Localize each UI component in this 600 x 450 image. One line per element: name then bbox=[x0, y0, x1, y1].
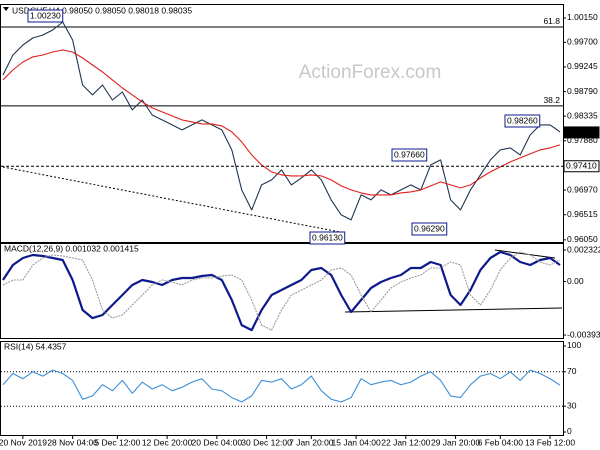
x-tick-label: 5 Dec 12:00 bbox=[94, 437, 140, 447]
fib-level-label: 61.8 bbox=[543, 16, 560, 26]
rsi-panel bbox=[0, 341, 564, 436]
annotation: 0.96290 bbox=[414, 223, 445, 233]
y-tick-label: 0.99245 bbox=[567, 61, 598, 71]
price-marker-label: 0.97410 bbox=[566, 160, 597, 170]
panel-title: USDCHF,H4 0.98050 0.98050 0.98018 0.9803… bbox=[12, 5, 192, 15]
x-tick-label: 22 Jan 12:00 bbox=[381, 437, 430, 447]
x-tick-label: 29 Jan 20:00 bbox=[431, 437, 480, 447]
series-line bbox=[2, 250, 561, 332]
annotation: 0.96130 bbox=[312, 232, 343, 242]
y-tick-label: 0.98790 bbox=[567, 86, 598, 96]
annotation: 1.00230 bbox=[30, 10, 61, 20]
y-tick-label: 1.00150 bbox=[567, 12, 598, 22]
y-tick-label: 0.00 bbox=[567, 276, 584, 286]
y-tick-label: 0 bbox=[567, 426, 572, 436]
annotation: 0.97660 bbox=[394, 149, 425, 159]
annotation: 0.98260 bbox=[507, 115, 538, 125]
y-tick-label: 0.96050 bbox=[567, 234, 598, 244]
annotation-box bbox=[391, 148, 428, 162]
annotation-box bbox=[504, 114, 541, 128]
price-panel bbox=[0, 4, 564, 243]
y-tick-label: 100 bbox=[567, 340, 581, 350]
y-tick-label: 0.002322 bbox=[567, 244, 600, 254]
y-tick-label: 30 bbox=[567, 400, 577, 410]
annotation-box bbox=[27, 9, 64, 23]
x-tick-label: 20 Dec 04:00 bbox=[192, 437, 243, 447]
fib-level-label: 38.2 bbox=[543, 95, 560, 105]
y-tick-label: 0.97880 bbox=[567, 135, 598, 145]
x-tick-label: 12 Dec 20:00 bbox=[142, 437, 193, 447]
menu-arrow bbox=[3, 7, 9, 11]
divergence-line bbox=[344, 307, 563, 313]
x-tick-label: 13 Feb 12:00 bbox=[525, 437, 575, 447]
series-line bbox=[2, 369, 561, 403]
x-tick-label: 30 Dec 12:00 bbox=[241, 437, 292, 447]
series-line bbox=[2, 251, 561, 331]
annotation-box bbox=[411, 222, 448, 236]
y-tick-label: 0.99700 bbox=[567, 37, 598, 47]
y-tick-label: -0.003932 bbox=[567, 329, 600, 339]
y-tick-label: 0.98335 bbox=[567, 110, 598, 120]
x-tick-label: 15 Jan 04:00 bbox=[332, 437, 381, 447]
price-marker bbox=[563, 126, 600, 139]
macd-panel bbox=[0, 243, 564, 339]
price-marker-label: 0.98035 bbox=[566, 127, 597, 137]
panel-title: RSI(14) 54.4357 bbox=[4, 341, 67, 351]
x-tick-label: 28 Nov 04:00 bbox=[47, 437, 98, 447]
price-marker bbox=[563, 160, 600, 173]
x-tick-label: 6 Feb 04:00 bbox=[478, 437, 524, 447]
x-tick-label: 20 Nov 2019 bbox=[0, 437, 47, 447]
y-tick-label: 0.96515 bbox=[567, 209, 598, 219]
annotation-box bbox=[309, 231, 346, 245]
series-line bbox=[2, 21, 561, 221]
watermark: ActionForex.com bbox=[299, 62, 442, 83]
panel-title: MACD(12,26,9) 0.001032 0.001415 bbox=[4, 243, 139, 253]
series-line bbox=[2, 49, 561, 196]
x-tick-label: 7 Jan 20:00 bbox=[289, 437, 334, 447]
y-tick-label: 0.96970 bbox=[567, 184, 598, 194]
y-tick-label: 70 bbox=[567, 366, 577, 376]
